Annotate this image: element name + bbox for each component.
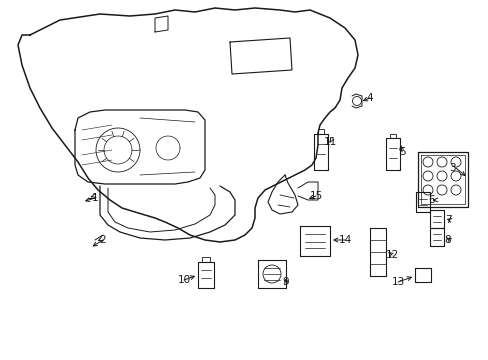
Text: 5: 5 [398,147,405,157]
Text: 8: 8 [444,235,450,245]
Text: 13: 13 [390,277,404,287]
Text: 3: 3 [448,163,454,173]
Text: 4: 4 [366,93,372,103]
Text: 9: 9 [282,277,289,287]
Text: 10: 10 [177,275,190,285]
Text: 7: 7 [444,215,450,225]
Text: 12: 12 [385,250,398,260]
Text: 6: 6 [428,195,434,205]
Text: 14: 14 [338,235,351,245]
Text: 2: 2 [100,235,106,245]
Text: 15: 15 [309,191,322,201]
Text: 1: 1 [92,193,98,203]
Text: 11: 11 [323,137,336,147]
